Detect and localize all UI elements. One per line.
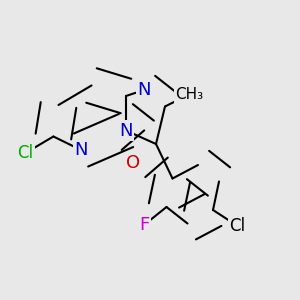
Text: O: O [126, 154, 141, 172]
Text: N: N [137, 81, 151, 99]
Text: Cl: Cl [17, 144, 34, 162]
Text: Cl: Cl [229, 217, 245, 235]
Text: F: F [139, 216, 149, 234]
Text: N: N [74, 141, 88, 159]
Text: CH₃: CH₃ [175, 87, 203, 102]
Text: N: N [119, 122, 133, 140]
